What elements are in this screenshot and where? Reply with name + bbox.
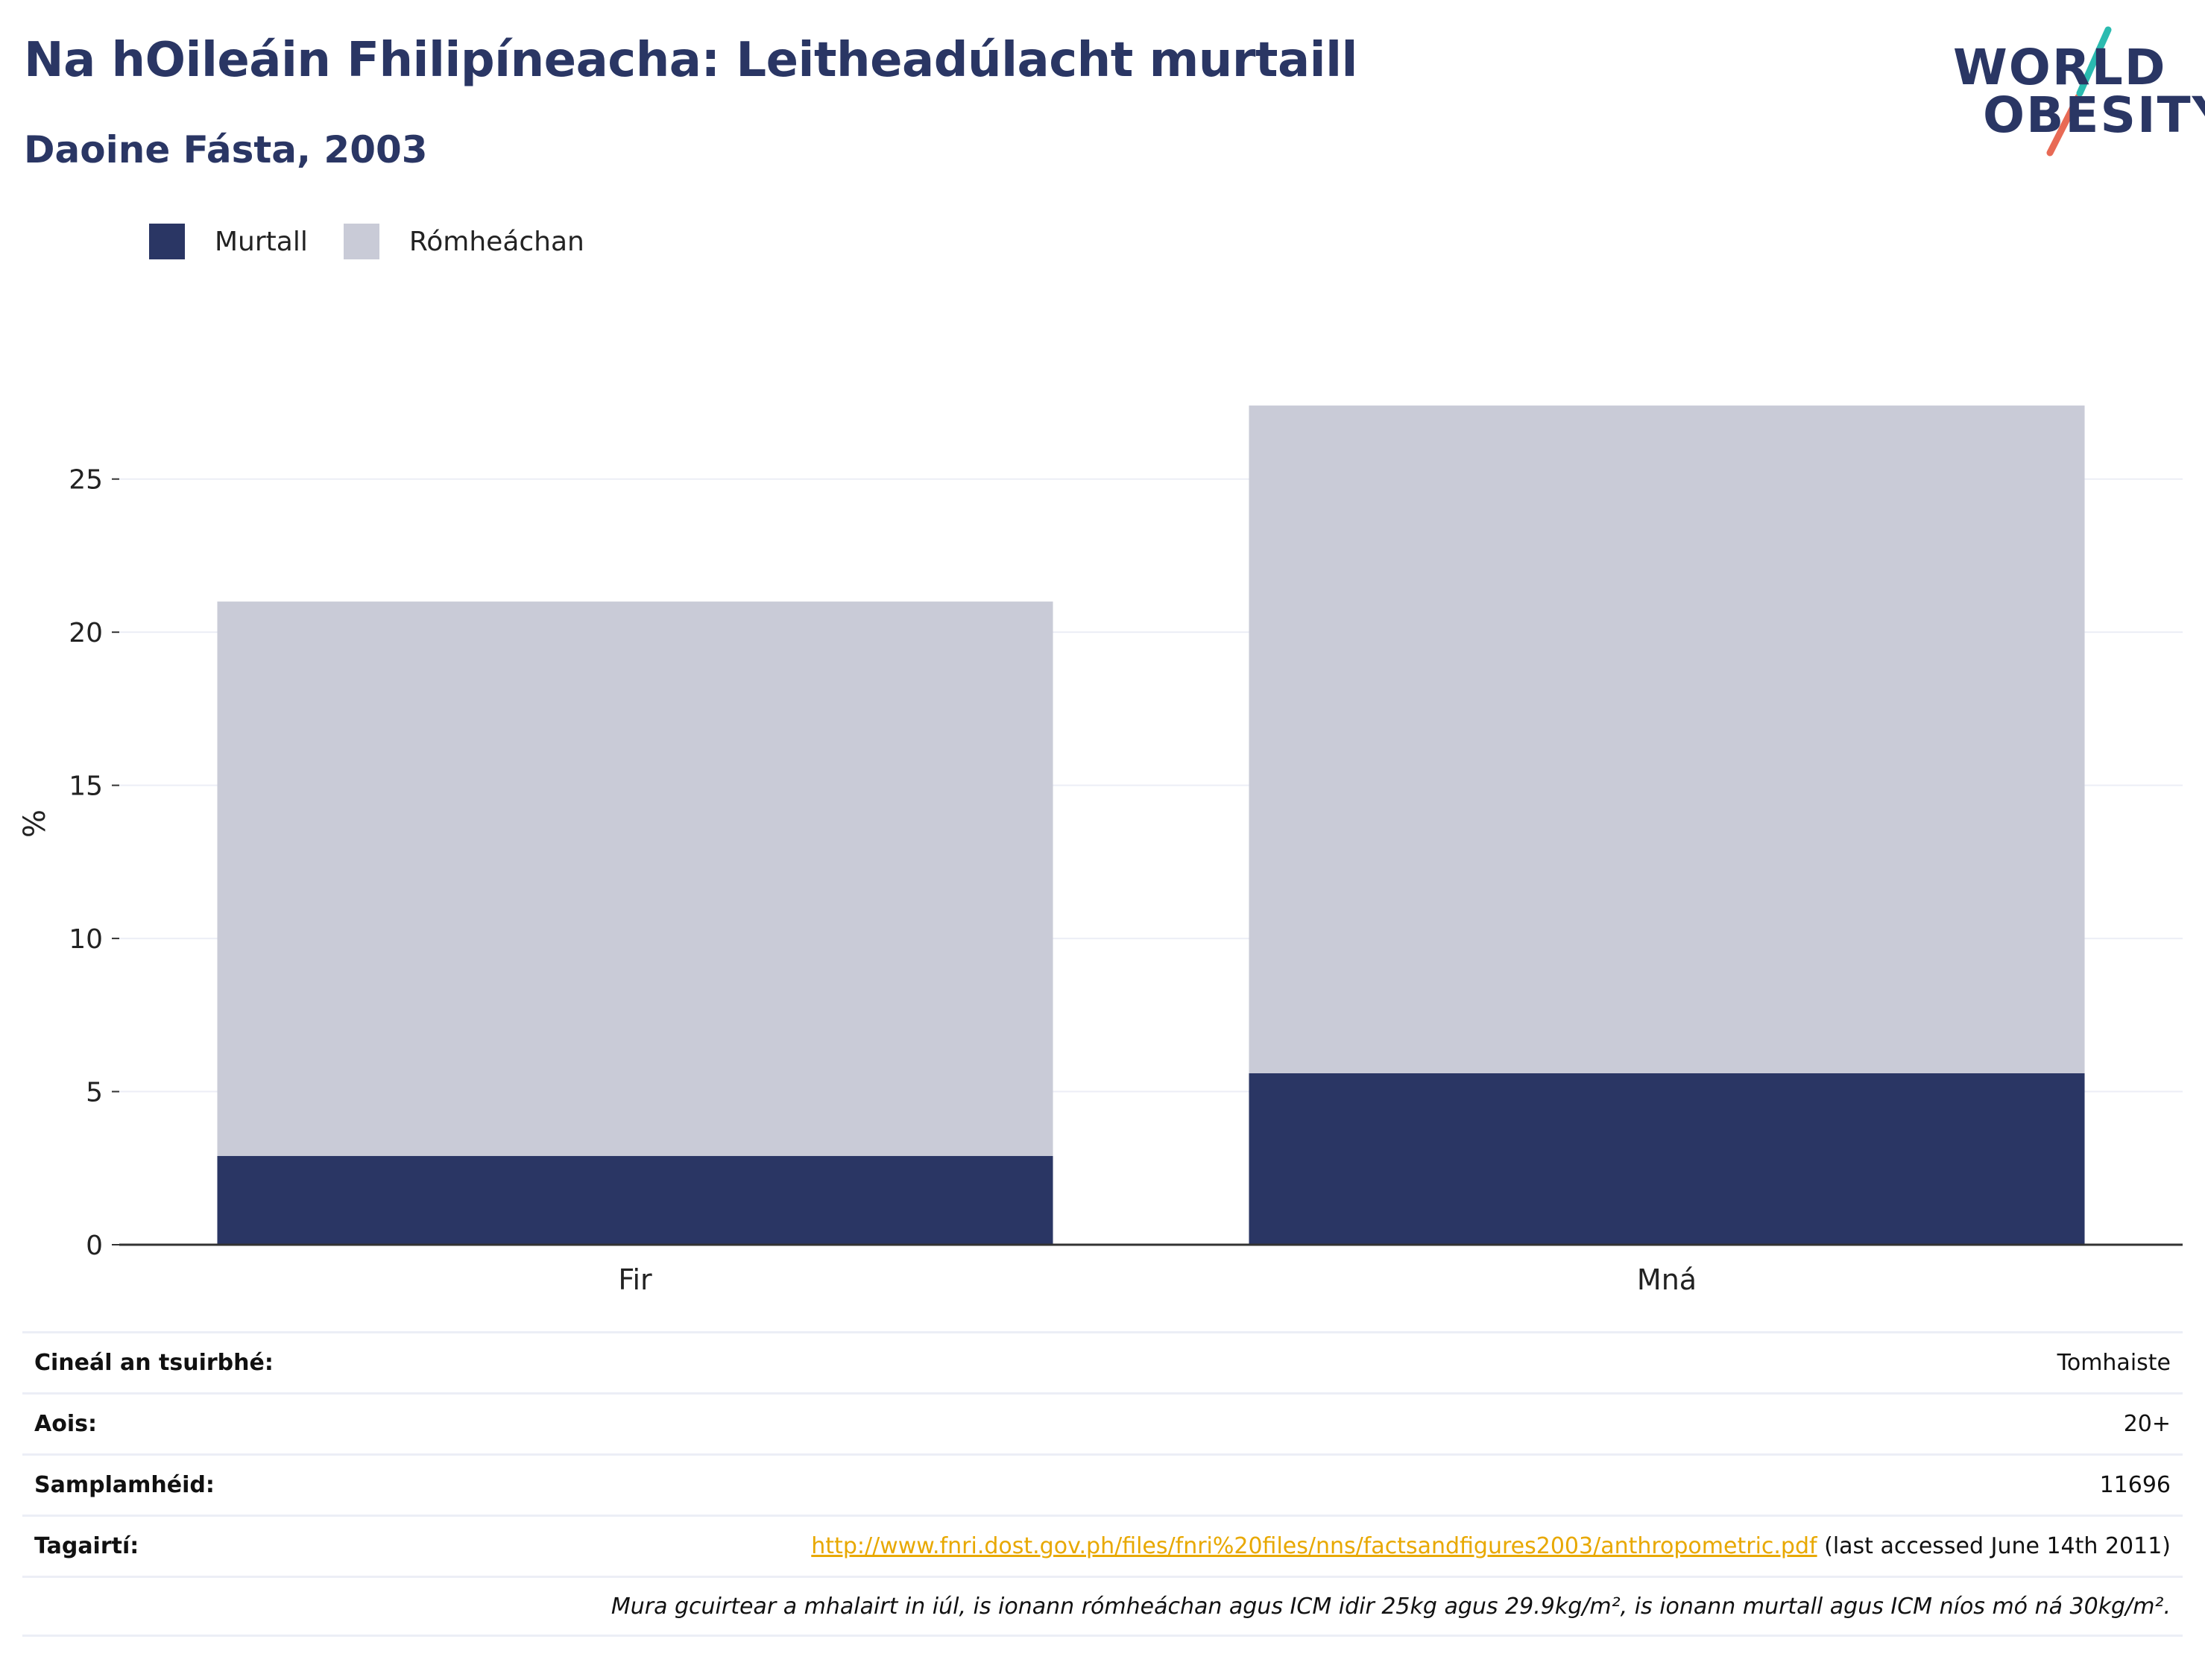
survey-type-value: Tomhaiste: [2057, 1350, 2171, 1376]
reference-accessed-note: (last accessed June 14th 2011): [1817, 1533, 2171, 1559]
info-row-sample-size: Samplamhéid: 11696: [22, 1453, 2183, 1515]
logo-text-world: WORLD: [1953, 39, 2167, 96]
survey-type-label: Cineál an tsuirbhé:: [34, 1350, 274, 1376]
legend-item-obese[interactable]: Murtall: [149, 224, 308, 259]
bar-overweight-fir: [217, 601, 1053, 1156]
sample-size-label: Samplamhéid:: [34, 1472, 215, 1498]
sample-size-value: 11696: [2099, 1472, 2171, 1498]
legend-label-overweight: Rómheáchan: [408, 226, 584, 257]
y-tick-label: 15: [69, 771, 103, 802]
info-row-survey-type: Cineál an tsuirbhé: Tomhaiste: [22, 1331, 2183, 1392]
logo-text-obesity: OBESITY: [1983, 86, 2205, 144]
legend-swatch-obese: [149, 224, 185, 259]
y-tick-label: 25: [69, 465, 103, 496]
y-tick-label: 20: [69, 618, 103, 648]
definition-note: Mura gcuirtear a mhalairt in iúl, is ion…: [611, 1593, 2171, 1620]
y-tick-label: 0: [86, 1231, 103, 1261]
logo-slash-icon: [2046, 26, 2112, 157]
bar-obese-fir: [217, 1155, 1053, 1245]
references-label: Tagairtí:: [34, 1533, 139, 1559]
survey-info-table: Cineál an tsuirbhé: Tomhaiste Aois: 20+ …: [22, 1331, 2183, 1637]
info-row-references: Tagairtí: http://www.fnri.dost.gov.ph/fi…: [22, 1515, 2183, 1576]
world-obesity-logo[interactable]: WORLD OBESITY: [1946, 22, 2205, 157]
chart-legend: Murtall Rómheáchan: [149, 224, 620, 259]
legend-swatch-overweight: [343, 224, 379, 259]
info-row-note: Mura gcuirtear a mhalairt in iúl, is ion…: [22, 1576, 2183, 1637]
y-axis-label: %: [18, 809, 52, 838]
chart-subtitle: Daoine Fásta, 2003: [24, 128, 428, 171]
bar-overweight-mná: [1249, 405, 2085, 1073]
legend-label-obese: Murtall: [215, 226, 308, 257]
reference-link[interactable]: http://www.fnri.dost.gov.ph/files/fnri%2…: [811, 1533, 1817, 1559]
age-value: 20+: [2123, 1411, 2171, 1437]
x-tick-label: Mná: [1637, 1263, 1697, 1296]
bar-chart: 0 5 10 15 20 25% Fir Mná: [18, 405, 2183, 1296]
age-label: Aois:: [34, 1411, 97, 1437]
y-tick-label: 5: [86, 1078, 103, 1108]
legend-item-overweight[interactable]: Rómheáchan: [343, 224, 584, 259]
bar-obese-mná: [1249, 1073, 2085, 1245]
chart-title: Na hOileáin Fhilipíneacha: Leitheadúlach…: [24, 33, 1357, 88]
y-tick-label: 10: [69, 924, 103, 955]
info-row-age: Aois: 20+: [22, 1392, 2183, 1453]
references-value: http://www.fnri.dost.gov.ph/files/fnri%2…: [811, 1533, 2171, 1559]
x-tick-label: Fir: [618, 1263, 652, 1296]
